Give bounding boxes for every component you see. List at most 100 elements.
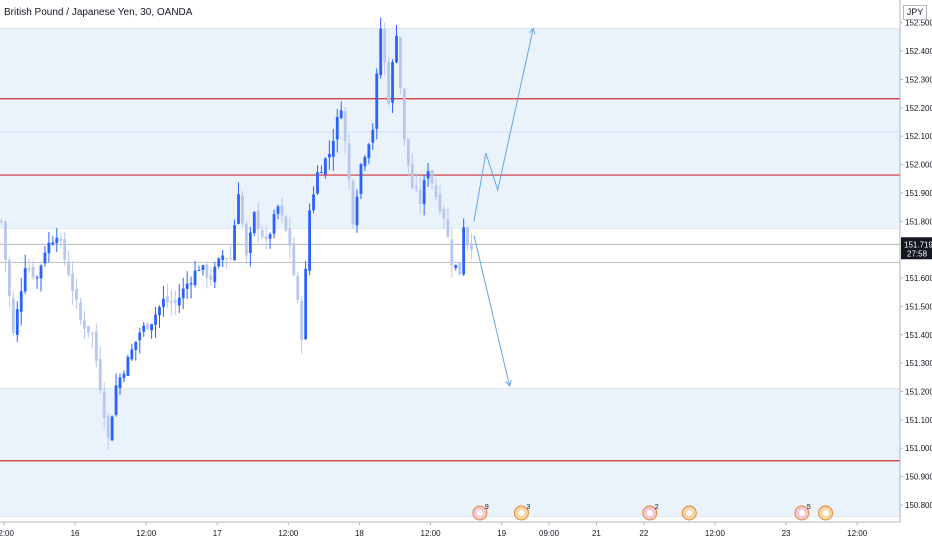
- y-tick-label: 152.000: [905, 161, 932, 170]
- y-tick-label: 151.100: [905, 416, 932, 425]
- candle: [454, 264, 458, 271]
- candle-body: [339, 110, 343, 119]
- candle-body: [245, 223, 248, 256]
- y-tick-label: 152.400: [905, 47, 932, 56]
- x-tick-label: 12:00: [278, 529, 299, 538]
- candle: [43, 245, 47, 267]
- price-axis: 150.800 150.900 151.000 151.100 151.200 151.3…: [899, 0, 932, 550]
- candle-body: [316, 172, 319, 194]
- candle-body: [11, 298, 15, 333]
- candle-body: [304, 268, 308, 340]
- candle: [55, 228, 59, 253]
- candle-body: [94, 331, 98, 361]
- event-marker: 3: [513, 504, 530, 521]
- event-marker-dot: [798, 510, 805, 516]
- candle-body: [446, 219, 450, 237]
- event-marker: 9: [472, 504, 489, 521]
- candle-body: [173, 299, 177, 304]
- candle: [166, 283, 169, 309]
- event-count: 9: [485, 504, 489, 511]
- y-tick-label: 150.800: [905, 501, 932, 510]
- candle: [106, 412, 110, 450]
- event-count: 2: [655, 504, 659, 511]
- x-tick-label: 16: [71, 529, 80, 538]
- y-tick-label: 151.200: [905, 388, 932, 397]
- candle: [118, 373, 122, 395]
- candle-body: [15, 309, 19, 335]
- candle-body: [181, 288, 185, 299]
- x-tick-label: 12:00: [421, 529, 442, 538]
- candle-body: [414, 186, 418, 190]
- currency-button[interactable]: JPY: [903, 5, 927, 20]
- candle: [256, 202, 260, 243]
- candle: [418, 176, 422, 214]
- candle-body: [367, 144, 371, 158]
- candle-body: [126, 356, 130, 376]
- event-marker-dot: [822, 510, 829, 516]
- candle: [213, 261, 217, 288]
- projection-layer: [473, 27, 536, 387]
- candle-body: [272, 214, 276, 234]
- event-marker-dot: [686, 510, 693, 516]
- y-tick-label: 150.900: [905, 473, 932, 482]
- zone: [0, 28, 900, 137]
- candle-body: [162, 298, 165, 308]
- x-tick-label: 12:00: [705, 529, 726, 538]
- candle-body: [177, 297, 181, 306]
- candle: [264, 225, 268, 250]
- candle: [122, 370, 126, 383]
- candle-body: [403, 88, 406, 140]
- x-tick-label: 12:00: [847, 529, 868, 538]
- candle: [327, 140, 331, 170]
- candle: [8, 256, 11, 308]
- candle: [248, 227, 252, 267]
- candle: [339, 101, 343, 120]
- candle: [446, 207, 450, 239]
- candle: [335, 109, 339, 153]
- candle: [130, 343, 134, 361]
- candle-body: [308, 210, 311, 271]
- candle: [406, 138, 410, 177]
- candle-body: [375, 73, 379, 129]
- candle: [83, 310, 86, 339]
- y-tick-label: 151.300: [905, 359, 932, 368]
- projection-down-arrow: [473, 235, 511, 386]
- candle-body: [0, 220, 3, 222]
- candle-body: [217, 258, 221, 267]
- candle: [35, 275, 39, 289]
- candle: [387, 56, 390, 107]
- candle-body: [458, 262, 462, 275]
- candle: [391, 59, 394, 113]
- candle: [296, 272, 300, 304]
- candle: [23, 254, 27, 295]
- event-marker-dot: [476, 510, 483, 516]
- candle-body: [466, 227, 469, 244]
- candle-body: [205, 264, 209, 278]
- candle-body: [118, 377, 122, 388]
- candle: [114, 373, 118, 417]
- candle-body: [150, 324, 153, 331]
- candle-body: [90, 333, 94, 335]
- candle-body: [410, 164, 414, 189]
- event-marker: [818, 505, 834, 521]
- candle-body: [146, 323, 150, 330]
- candle: [51, 236, 55, 246]
- y-tick-label: 152.200: [905, 104, 932, 113]
- candle-body: [363, 156, 367, 167]
- candle-body: [166, 296, 169, 303]
- candle: [158, 305, 161, 328]
- candle-body: [154, 314, 157, 325]
- candle-body: [134, 341, 138, 350]
- candle: [379, 17, 383, 79]
- candle: [142, 321, 146, 337]
- candle-body: [63, 238, 67, 260]
- candle-body: [67, 261, 71, 276]
- candle: [150, 323, 153, 339]
- candle-body: [102, 392, 106, 419]
- candle-body: [359, 164, 363, 195]
- candle: [272, 209, 276, 239]
- candle: [87, 325, 90, 338]
- candle: [197, 265, 201, 272]
